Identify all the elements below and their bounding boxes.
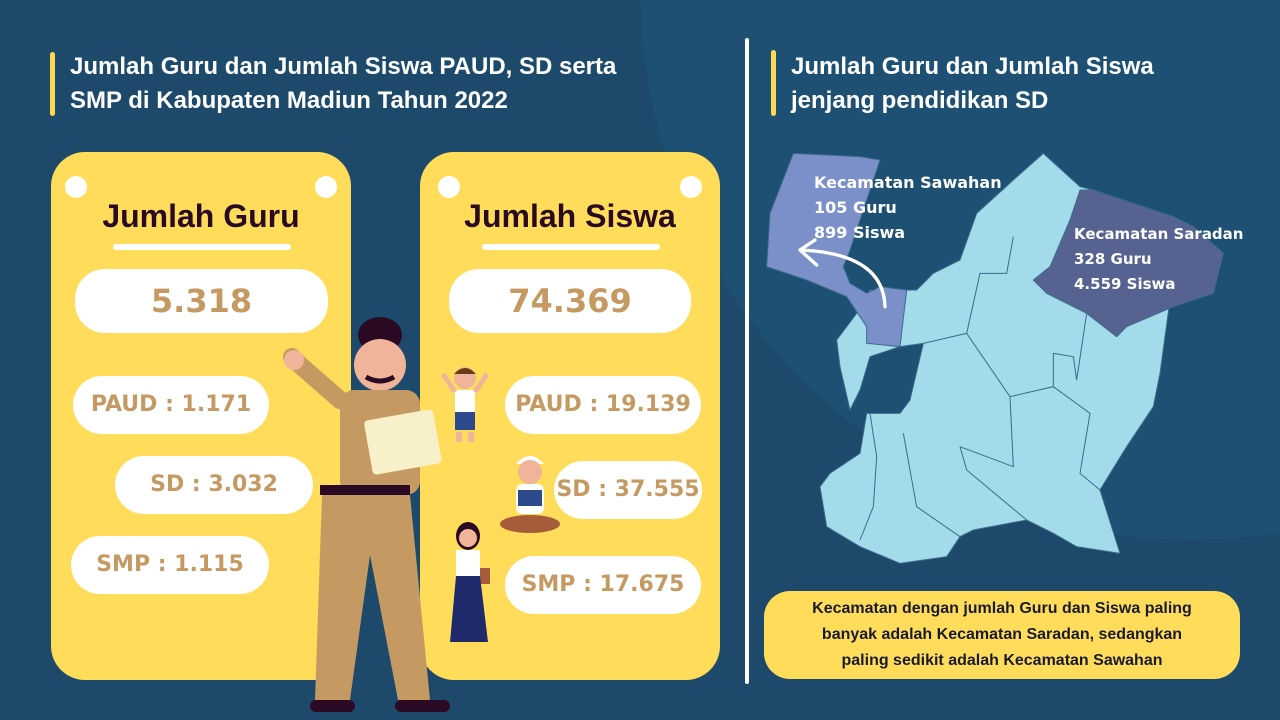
guru-card-title: Jumlah Guru bbox=[102, 198, 300, 234]
madiun-map bbox=[766, 152, 1224, 564]
title-underline bbox=[482, 244, 660, 250]
card-hole bbox=[315, 176, 337, 198]
siswa-smp: SMP : 17.675 bbox=[505, 556, 701, 614]
student-boy-icon bbox=[440, 367, 490, 442]
siswa-card-title: Jumlah Siswa bbox=[464, 198, 676, 234]
card-hole bbox=[680, 176, 702, 198]
note-line3: paling sedikit adalah Kecamatan Sawahan bbox=[841, 652, 1163, 669]
guru-total: 5.318 bbox=[75, 269, 328, 333]
sawahan-label: Kecamatan Sawahan 105 Guru 899 Siswa bbox=[814, 170, 1002, 245]
guru-paud: PAUD : 1.171 bbox=[73, 376, 269, 434]
title-accent-bar bbox=[50, 52, 55, 116]
sawahan-name: Kecamatan Sawahan bbox=[814, 173, 1002, 192]
left-title-line2: SMP di Kabupaten Madiun Tahun 2022 bbox=[70, 87, 508, 114]
arrow-icon bbox=[798, 238, 887, 309]
guru-sd: SD : 3.032 bbox=[115, 456, 313, 514]
siswa-paud: PAUD : 19.139 bbox=[505, 376, 701, 434]
title-accent-bar bbox=[771, 50, 776, 116]
saradan-label: Kecamatan Saradan 328 Guru 4.559 Siswa bbox=[1074, 222, 1243, 297]
guru-card: Jumlah Guru 5.318 PAUD : 1.171 SD : 3.03… bbox=[51, 152, 351, 680]
saradan-guru: 328 Guru bbox=[1074, 250, 1152, 268]
sawahan-siswa: 899 Siswa bbox=[814, 223, 906, 242]
guru-smp: SMP : 1.115 bbox=[71, 536, 269, 594]
note-line2: banyak adalah Kecamatan Saradan, sedangk… bbox=[821, 626, 1183, 643]
saradan-siswa: 4.559 Siswa bbox=[1074, 275, 1176, 293]
siswa-total: 74.369 bbox=[449, 269, 691, 333]
student-girl-icon bbox=[450, 522, 490, 642]
left-title-line1: Jumlah Guru dan Jumlah Siswa PAUD, SD se… bbox=[70, 53, 617, 80]
right-title-line2: jenjang pendidikan SD bbox=[791, 87, 1049, 114]
saradan-name: Kecamatan Saradan bbox=[1074, 225, 1244, 243]
card-hole bbox=[65, 176, 87, 198]
teacher-illustration bbox=[283, 317, 450, 712]
card-hole bbox=[438, 176, 460, 198]
note-line1: Kecamatan dengan jumlah Guru dan Siswa p… bbox=[812, 600, 1192, 617]
left-title: Jumlah Guru dan Jumlah Siswa PAUD, SD se… bbox=[70, 50, 616, 118]
student-reading-icon bbox=[500, 456, 560, 533]
title-underline bbox=[113, 244, 291, 250]
siswa-sd: SD : 37.555 bbox=[554, 461, 702, 519]
right-title-line1: Jumlah Guru dan Jumlah Siswa bbox=[791, 53, 1154, 80]
section-divider bbox=[745, 38, 749, 684]
right-title: Jumlah Guru dan Jumlah Siswa jenjang pen… bbox=[791, 50, 1154, 118]
conclusion-note: Kecamatan dengan jumlah Guru dan Siswa p… bbox=[764, 591, 1240, 679]
sawahan-guru: 105 Guru bbox=[814, 198, 897, 217]
map-region-saradan bbox=[1032, 189, 1224, 338]
